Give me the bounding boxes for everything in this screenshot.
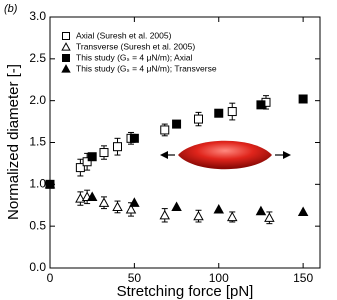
marker <box>227 107 237 117</box>
marker <box>86 191 98 201</box>
marker <box>171 201 182 212</box>
legend-label: Transverse (Suresh et al. 2005) <box>76 41 195 51</box>
cell-illustration <box>160 140 291 170</box>
marker <box>255 205 267 216</box>
y-tick-label: 0.5 <box>29 218 46 232</box>
legend-label: This study (Gₛ = 4 μN/m); Transverse <box>76 63 217 73</box>
x-tick-label: 50 <box>128 271 142 285</box>
y-tick-label: 2.0 <box>29 93 46 107</box>
marker <box>99 148 109 158</box>
marker <box>298 94 308 104</box>
x-tick-label: 150 <box>293 271 313 285</box>
marker <box>213 203 224 214</box>
y-tick-label: 1.0 <box>29 177 46 191</box>
x-tick-label: 100 <box>209 271 229 285</box>
marker <box>297 206 309 217</box>
marker <box>172 119 182 129</box>
y-tick-label: 2.5 <box>29 51 46 65</box>
y-tick-label: 0.0 <box>29 260 46 274</box>
marker <box>87 152 97 162</box>
marker <box>44 178 56 189</box>
marker <box>193 210 204 221</box>
marker <box>129 133 139 143</box>
marker <box>159 209 170 220</box>
panel-label: (b) <box>4 3 18 15</box>
marker <box>125 203 137 214</box>
marker <box>75 163 85 173</box>
marker <box>264 212 275 222</box>
y-axis-label: Normalized diameter [-] <box>5 64 22 220</box>
marker <box>160 125 170 135</box>
marker <box>82 157 92 167</box>
marker <box>256 100 266 110</box>
x-tick-label: 0 <box>47 271 54 285</box>
y-tick-label: 1.5 <box>29 135 46 149</box>
legend-label: Axial (Suresh et al. 2005) <box>76 30 172 40</box>
marker <box>194 114 203 124</box>
legend-marker <box>62 32 70 40</box>
marker <box>227 211 238 222</box>
marker <box>98 197 110 207</box>
y-tick-label: 3.0 <box>29 9 46 23</box>
x-axis-label: Stretching force [pN] <box>117 283 254 300</box>
marker <box>214 108 224 118</box>
marker <box>129 197 140 207</box>
marker <box>113 142 122 152</box>
legend-marker <box>61 42 71 51</box>
marker <box>112 201 123 212</box>
legend-label: This study (Gₛ = 4 μN/m); Axial <box>76 52 193 62</box>
legend-marker <box>62 54 70 62</box>
legend-marker <box>61 64 71 73</box>
